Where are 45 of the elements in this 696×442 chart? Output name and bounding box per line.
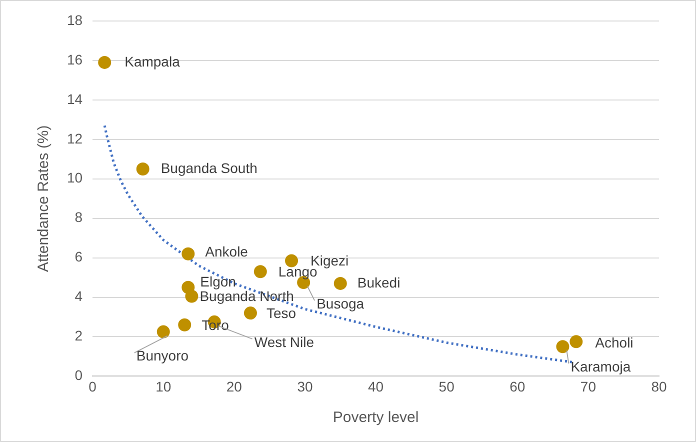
y-tick-label: 2	[74, 328, 83, 344]
point	[185, 290, 198, 303]
x-tick-label: 60	[510, 378, 526, 394]
x-axis-title: Poverty level	[332, 409, 419, 426]
point	[156, 325, 170, 338]
point	[136, 162, 150, 176]
point	[244, 306, 257, 320]
annotation: Ankole	[205, 244, 248, 260]
annotation: Kigezi	[310, 252, 349, 269]
point	[178, 318, 192, 332]
x-tick-label: 10	[156, 378, 172, 394]
y-axis-title: Attendance Rates (%)	[35, 125, 52, 272]
x-tick-label: 0	[88, 378, 97, 394]
annotation: Buganda South	[160, 160, 258, 176]
point	[556, 340, 570, 354]
x-tick-label: 70	[580, 378, 596, 394]
annotation: Kampala	[124, 53, 180, 70]
annotation: Karamoja	[570, 358, 631, 374]
annotation: Bunyoro	[136, 348, 189, 364]
annotation: Elgon	[200, 273, 236, 290]
point	[98, 56, 112, 69]
annotation: Busoga	[316, 295, 364, 312]
annotation: West Nile	[254, 334, 314, 350]
y-tick-label: 8	[74, 209, 83, 226]
y-tick-label: 0	[74, 367, 83, 384]
y-tick-label: 12	[66, 130, 83, 146]
point	[570, 335, 583, 348]
point	[182, 247, 195, 260]
y-tick-label: 14	[66, 90, 83, 107]
x-tick-label: 80	[651, 378, 667, 394]
annotation: Acholi	[595, 334, 634, 351]
x-tick-label: 40	[368, 378, 384, 394]
y-tick-label: 6	[74, 248, 83, 265]
point	[254, 265, 267, 278]
x-tick-label: 50	[438, 378, 455, 394]
x-tick-label: 20	[226, 378, 242, 394]
annotation: Teso	[266, 304, 296, 321]
point	[334, 276, 347, 290]
y-tick-label: 16	[66, 51, 83, 68]
y-tick-label: 18	[66, 12, 83, 28]
x-tick-label: 30	[297, 378, 313, 394]
point	[285, 254, 298, 268]
y-tick-label: 4	[74, 288, 83, 304]
annotation: Bukedi	[357, 274, 400, 290]
y-tick-label: 10	[66, 170, 83, 186]
